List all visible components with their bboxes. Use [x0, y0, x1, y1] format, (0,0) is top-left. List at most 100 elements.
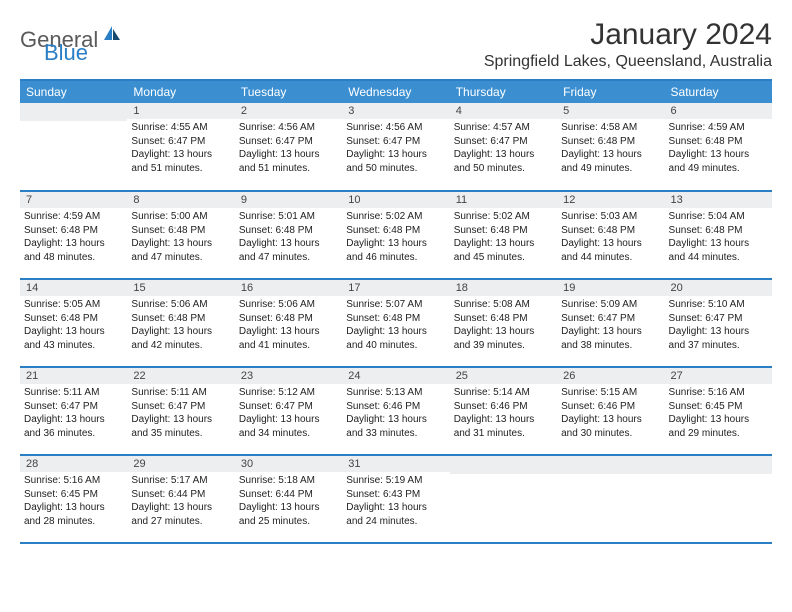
- day-content: Sunrise: 4:57 AMSunset: 6:47 PMDaylight:…: [450, 119, 557, 179]
- day-number: 7: [20, 192, 127, 208]
- day-number: 12: [557, 192, 664, 208]
- sunset-text: Sunset: 6:48 PM: [561, 135, 660, 149]
- day-number: 14: [20, 280, 127, 296]
- day-content: Sunrise: 5:05 AMSunset: 6:48 PMDaylight:…: [20, 296, 127, 356]
- day-cell: 16Sunrise: 5:06 AMSunset: 6:48 PMDayligh…: [235, 279, 342, 367]
- day-number: 28: [20, 456, 127, 472]
- day-number: 6: [665, 103, 772, 119]
- daylight-text: Daylight: 13 hours and 35 minutes.: [131, 413, 230, 440]
- sunrise-text: Sunrise: 5:11 AM: [24, 386, 123, 400]
- empty-day: [450, 456, 557, 474]
- sunset-text: Sunset: 6:44 PM: [131, 488, 230, 502]
- daylight-text: Daylight: 13 hours and 49 minutes.: [669, 148, 768, 175]
- day-content: Sunrise: 5:04 AMSunset: 6:48 PMDaylight:…: [665, 208, 772, 268]
- day-cell: 13Sunrise: 5:04 AMSunset: 6:48 PMDayligh…: [665, 191, 772, 279]
- day-content: Sunrise: 5:17 AMSunset: 6:44 PMDaylight:…: [127, 472, 234, 532]
- day-content: Sunrise: 5:19 AMSunset: 6:43 PMDaylight:…: [342, 472, 449, 532]
- day-cell: 19Sunrise: 5:09 AMSunset: 6:47 PMDayligh…: [557, 279, 664, 367]
- day-content: Sunrise: 4:56 AMSunset: 6:47 PMDaylight:…: [342, 119, 449, 179]
- day-cell: 10Sunrise: 5:02 AMSunset: 6:48 PMDayligh…: [342, 191, 449, 279]
- sunset-text: Sunset: 6:48 PM: [454, 224, 553, 238]
- day-cell: 26Sunrise: 5:15 AMSunset: 6:46 PMDayligh…: [557, 367, 664, 455]
- daylight-text: Daylight: 13 hours and 51 minutes.: [239, 148, 338, 175]
- sunset-text: Sunset: 6:48 PM: [131, 312, 230, 326]
- sunrise-text: Sunrise: 4:56 AM: [239, 121, 338, 135]
- daylight-text: Daylight: 13 hours and 44 minutes.: [561, 237, 660, 264]
- day-content: Sunrise: 5:09 AMSunset: 6:47 PMDaylight:…: [557, 296, 664, 356]
- sunset-text: Sunset: 6:48 PM: [454, 312, 553, 326]
- day-number: 26: [557, 368, 664, 384]
- sunset-text: Sunset: 6:46 PM: [454, 400, 553, 414]
- day-content: Sunrise: 5:06 AMSunset: 6:48 PMDaylight:…: [235, 296, 342, 356]
- day-cell: 17Sunrise: 5:07 AMSunset: 6:48 PMDayligh…: [342, 279, 449, 367]
- day-number: 2: [235, 103, 342, 119]
- day-cell: 12Sunrise: 5:03 AMSunset: 6:48 PMDayligh…: [557, 191, 664, 279]
- sunrise-text: Sunrise: 5:02 AM: [346, 210, 445, 224]
- sunrise-text: Sunrise: 4:57 AM: [454, 121, 553, 135]
- day-cell: 24Sunrise: 5:13 AMSunset: 6:46 PMDayligh…: [342, 367, 449, 455]
- day-number: 11: [450, 192, 557, 208]
- week-row: 28Sunrise: 5:16 AMSunset: 6:45 PMDayligh…: [20, 455, 772, 543]
- sunrise-text: Sunrise: 5:18 AM: [239, 474, 338, 488]
- day-cell: 30Sunrise: 5:18 AMSunset: 6:44 PMDayligh…: [235, 455, 342, 543]
- daylight-text: Daylight: 13 hours and 42 minutes.: [131, 325, 230, 352]
- day-header-row: Sunday Monday Tuesday Wednesday Thursday…: [20, 80, 772, 103]
- day-content: Sunrise: 5:14 AMSunset: 6:46 PMDaylight:…: [450, 384, 557, 444]
- daylight-text: Daylight: 13 hours and 33 minutes.: [346, 413, 445, 440]
- day-content: Sunrise: 5:03 AMSunset: 6:48 PMDaylight:…: [557, 208, 664, 268]
- day-cell: 21Sunrise: 5:11 AMSunset: 6:47 PMDayligh…: [20, 367, 127, 455]
- empty-day: [557, 456, 664, 474]
- daylight-text: Daylight: 13 hours and 34 minutes.: [239, 413, 338, 440]
- sunrise-text: Sunrise: 5:09 AM: [561, 298, 660, 312]
- sunset-text: Sunset: 6:47 PM: [454, 135, 553, 149]
- day-header-sat: Saturday: [665, 80, 772, 103]
- sunset-text: Sunset: 6:45 PM: [24, 488, 123, 502]
- day-cell: 25Sunrise: 5:14 AMSunset: 6:46 PMDayligh…: [450, 367, 557, 455]
- day-number: 27: [665, 368, 772, 384]
- day-cell: 15Sunrise: 5:06 AMSunset: 6:48 PMDayligh…: [127, 279, 234, 367]
- sunrise-text: Sunrise: 5:13 AM: [346, 386, 445, 400]
- page-header: General January 2024 Springfield Lakes, …: [20, 18, 772, 71]
- logo-blue-text-wrap: Blue: [44, 40, 88, 66]
- sunset-text: Sunset: 6:46 PM: [561, 400, 660, 414]
- sunrise-text: Sunrise: 5:17 AM: [131, 474, 230, 488]
- logo-text-blue: Blue: [44, 40, 88, 65]
- week-row: 1Sunrise: 4:55 AMSunset: 6:47 PMDaylight…: [20, 103, 772, 191]
- daylight-text: Daylight: 13 hours and 28 minutes.: [24, 501, 123, 528]
- sunset-text: Sunset: 6:47 PM: [24, 400, 123, 414]
- day-number: 18: [450, 280, 557, 296]
- day-content: Sunrise: 5:06 AMSunset: 6:48 PMDaylight:…: [127, 296, 234, 356]
- daylight-text: Daylight: 13 hours and 46 minutes.: [346, 237, 445, 264]
- calendar-table: Sunday Monday Tuesday Wednesday Thursday…: [20, 79, 772, 544]
- week-row: 7Sunrise: 4:59 AMSunset: 6:48 PMDaylight…: [20, 191, 772, 279]
- day-number: 20: [665, 280, 772, 296]
- sunrise-text: Sunrise: 5:10 AM: [669, 298, 768, 312]
- sunrise-text: Sunrise: 4:59 AM: [24, 210, 123, 224]
- sunset-text: Sunset: 6:48 PM: [239, 224, 338, 238]
- calendar-page: General January 2024 Springfield Lakes, …: [0, 0, 792, 562]
- day-cell: 28Sunrise: 5:16 AMSunset: 6:45 PMDayligh…: [20, 455, 127, 543]
- day-content: Sunrise: 5:11 AMSunset: 6:47 PMDaylight:…: [127, 384, 234, 444]
- daylight-text: Daylight: 13 hours and 24 minutes.: [346, 501, 445, 528]
- day-number: 23: [235, 368, 342, 384]
- day-content: Sunrise: 5:02 AMSunset: 6:48 PMDaylight:…: [450, 208, 557, 268]
- day-number: 3: [342, 103, 449, 119]
- empty-day: [20, 103, 127, 121]
- day-content: Sunrise: 5:16 AMSunset: 6:45 PMDaylight:…: [20, 472, 127, 532]
- day-number: 15: [127, 280, 234, 296]
- day-number: 22: [127, 368, 234, 384]
- day-number: 29: [127, 456, 234, 472]
- day-number: 24: [342, 368, 449, 384]
- daylight-text: Daylight: 13 hours and 43 minutes.: [24, 325, 123, 352]
- daylight-text: Daylight: 13 hours and 47 minutes.: [239, 237, 338, 264]
- daylight-text: Daylight: 13 hours and 49 minutes.: [561, 148, 660, 175]
- day-content: Sunrise: 5:12 AMSunset: 6:47 PMDaylight:…: [235, 384, 342, 444]
- day-cell: 18Sunrise: 5:08 AMSunset: 6:48 PMDayligh…: [450, 279, 557, 367]
- daylight-text: Daylight: 13 hours and 36 minutes.: [24, 413, 123, 440]
- daylight-text: Daylight: 13 hours and 44 minutes.: [669, 237, 768, 264]
- daylight-text: Daylight: 13 hours and 39 minutes.: [454, 325, 553, 352]
- day-cell: [665, 455, 772, 543]
- day-cell: 2Sunrise: 4:56 AMSunset: 6:47 PMDaylight…: [235, 103, 342, 191]
- day-content: Sunrise: 5:02 AMSunset: 6:48 PMDaylight:…: [342, 208, 449, 268]
- sunrise-text: Sunrise: 5:00 AM: [131, 210, 230, 224]
